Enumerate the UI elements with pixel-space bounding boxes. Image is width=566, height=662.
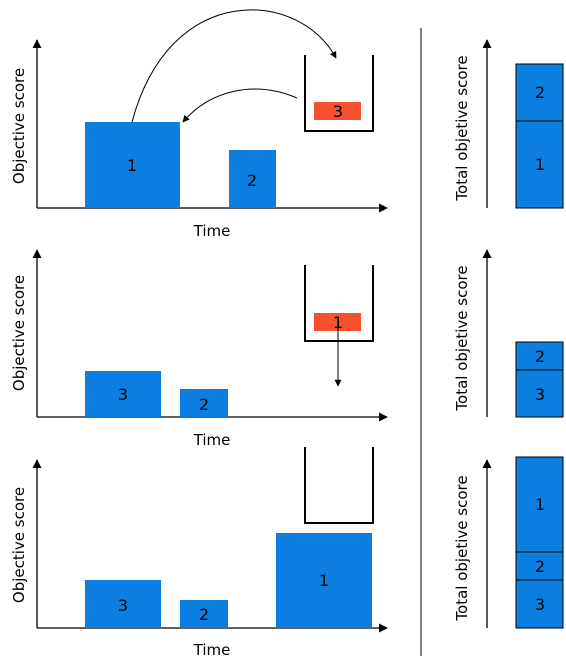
task-block-label: 1: [319, 571, 329, 590]
stack-block-label: 3: [535, 595, 545, 614]
panel-1-timeline: Objective score Time 1 2 3: [10, 10, 387, 240]
panel-3-total: Total objetive score 1 2 3: [453, 457, 563, 628]
total-axis-label: Total objetive score: [453, 265, 471, 411]
panel-1-total: Total objetive score 2 1: [453, 40, 563, 208]
stack-block-label: 3: [535, 385, 545, 404]
y-axis-label: Objective score: [10, 68, 28, 184]
task-block-label: 1: [127, 156, 137, 175]
panel-2-total: Total objetive score 2 3: [453, 250, 563, 417]
removed-block-label: 3: [333, 102, 343, 121]
y-axis-label: Objective score: [10, 487, 28, 603]
stack-block-label: 2: [535, 347, 545, 366]
task-block-label: 3: [118, 596, 128, 615]
x-axis-label: Time: [193, 431, 231, 449]
stack-block-label: 1: [535, 495, 545, 514]
total-axis-label: Total objetive score: [453, 55, 471, 201]
task-block-label: 2: [199, 395, 209, 414]
arrow-from-bin: [183, 89, 297, 122]
stack-block-label: 2: [535, 83, 545, 102]
discard-bin: [305, 447, 373, 523]
task-block-label: 2: [199, 605, 209, 624]
panel-2-timeline: Objective score Time 3 2 1: [10, 250, 387, 449]
x-axis-label: Time: [193, 641, 231, 659]
task-block-label: 3: [118, 385, 128, 404]
stack-block-label: 2: [535, 557, 545, 576]
y-axis-label: Objective score: [10, 275, 28, 391]
total-axis-label: Total objetive score: [453, 475, 471, 621]
task-block-label: 2: [247, 171, 257, 190]
x-axis-label: Time: [193, 222, 231, 240]
stack-block-label: 1: [535, 155, 545, 174]
panel-3-timeline: Objective score Time 3 2 1: [10, 447, 387, 659]
